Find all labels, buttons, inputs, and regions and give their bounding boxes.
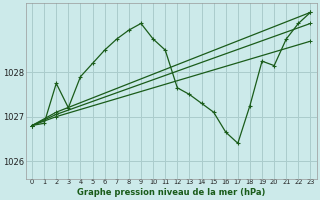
X-axis label: Graphe pression niveau de la mer (hPa): Graphe pression niveau de la mer (hPa) — [77, 188, 266, 197]
